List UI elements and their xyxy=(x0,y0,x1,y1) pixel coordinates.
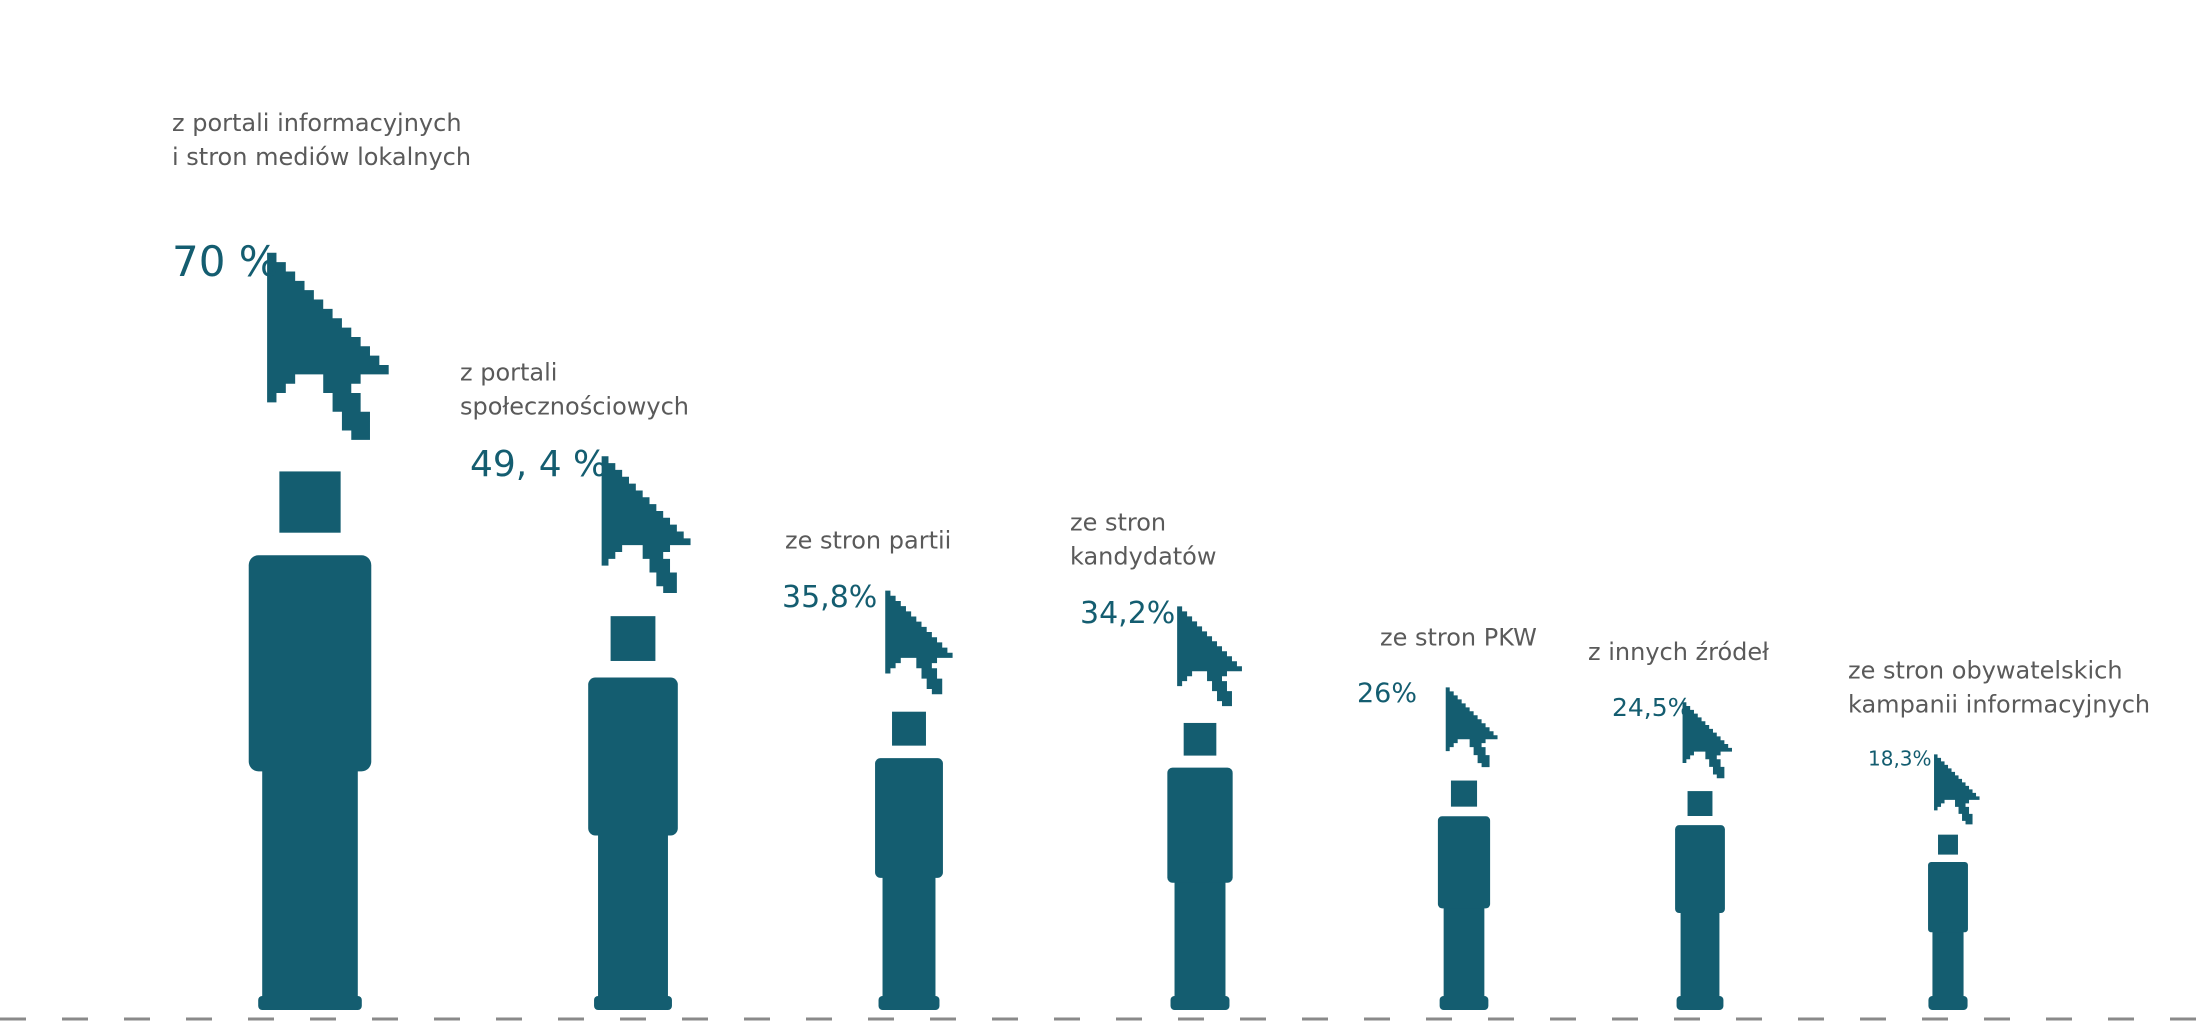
cursor-arrow-icon xyxy=(1934,754,1980,825)
figure-head xyxy=(1450,780,1478,807)
category-label: kandydatów xyxy=(1070,542,1217,570)
figure-body xyxy=(1437,816,1491,909)
figure-body xyxy=(248,555,372,772)
cursor-arrow-icon xyxy=(885,590,953,695)
cursor-arrow-icon xyxy=(1177,606,1242,707)
value-label: 18,3% xyxy=(1868,746,1932,770)
figure-foot xyxy=(1439,996,1489,1010)
person-figure xyxy=(248,471,372,1010)
category-label: z portali xyxy=(460,358,557,386)
value-label: 24,5% xyxy=(1612,693,1691,722)
figure-body xyxy=(588,677,678,836)
figure-legs xyxy=(598,831,668,1010)
figure-head xyxy=(1938,834,1958,855)
figure-head xyxy=(1183,722,1217,756)
category-label: z portali informacyjnych xyxy=(172,109,462,137)
figure-head xyxy=(610,616,656,661)
value-label: 49, 4 % xyxy=(470,444,607,485)
figure-foot xyxy=(1676,996,1724,1010)
cursor-arrow-icon xyxy=(267,252,389,440)
figure-foot xyxy=(258,996,362,1010)
cursor-arrow-icon xyxy=(601,456,691,594)
value-label: 34,2% xyxy=(1080,596,1175,631)
person-figure xyxy=(1437,780,1491,1010)
person-figure xyxy=(588,616,678,1010)
figure-body xyxy=(1928,861,1968,933)
person-figure xyxy=(875,711,943,1010)
figure-legs xyxy=(882,873,936,1010)
chart-marks: 70 % z portali informacyjnych i stron medi… xyxy=(172,109,2150,1010)
figure-head xyxy=(1687,791,1713,816)
category-label: ze stron partii xyxy=(785,527,951,555)
value-label: 35,8% xyxy=(782,580,877,615)
figure-legs xyxy=(1680,908,1720,1010)
category-label: ze stron xyxy=(1070,508,1166,536)
figure-foot xyxy=(1170,996,1230,1010)
value-label: 26% xyxy=(1357,678,1417,709)
category-label: i stron mediów lokalnych xyxy=(172,143,471,171)
cursor-arrow-icon xyxy=(1682,702,1732,779)
category-label: z innych źródeł xyxy=(1588,638,1769,666)
category-label: kampanii informacyjnych xyxy=(1848,690,2150,718)
category-label: społecznościowych xyxy=(460,392,689,420)
figure-head xyxy=(279,471,341,533)
person-figure xyxy=(1675,791,1725,1010)
figure-legs xyxy=(262,767,358,1010)
figure-legs xyxy=(1443,904,1485,1010)
person-figure xyxy=(1167,722,1233,1010)
figure-foot xyxy=(878,996,940,1010)
figure-body xyxy=(875,758,943,878)
figure-head xyxy=(892,711,926,746)
figure-foot xyxy=(1928,996,1968,1010)
value-label: 70 % xyxy=(172,237,279,286)
category-label: ze stron obywatelskich xyxy=(1848,656,2123,684)
figure-foot xyxy=(594,996,672,1010)
figure-legs xyxy=(1174,878,1226,1010)
cursor-arrow-icon xyxy=(1445,687,1498,768)
category-label: ze stron PKW xyxy=(1380,623,1537,651)
person-figure xyxy=(1928,834,1968,1010)
figure-body xyxy=(1675,825,1725,913)
figure-body xyxy=(1167,767,1233,883)
